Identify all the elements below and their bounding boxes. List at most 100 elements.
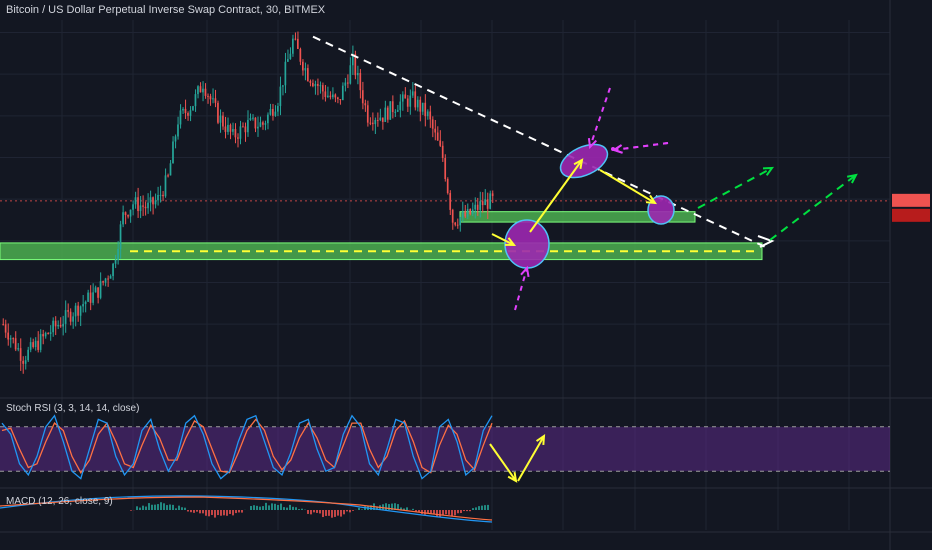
macd-bar bbox=[130, 510, 132, 511]
macd-bar bbox=[175, 508, 177, 510]
macd-bar bbox=[145, 506, 147, 510]
macd-bar bbox=[262, 506, 264, 510]
macd-bar bbox=[148, 503, 150, 510]
macd-bar bbox=[274, 503, 276, 510]
candle-body bbox=[67, 310, 69, 312]
candle-body bbox=[97, 287, 99, 298]
candle-body bbox=[434, 128, 437, 133]
candle-body bbox=[311, 82, 314, 87]
macd-bar bbox=[385, 503, 387, 510]
macd-bar bbox=[394, 503, 396, 510]
candle-body bbox=[464, 211, 467, 217]
macd-bar bbox=[421, 510, 423, 514]
macd-bar bbox=[163, 503, 165, 510]
candle-body bbox=[282, 85, 284, 87]
macd-bar bbox=[259, 506, 261, 510]
macd-bar bbox=[403, 508, 405, 510]
candle-body bbox=[152, 197, 154, 205]
candle-body bbox=[414, 91, 417, 108]
candle-body bbox=[354, 53, 357, 76]
macd-bar bbox=[220, 510, 222, 516]
macd-bar bbox=[424, 510, 426, 515]
candle-body bbox=[479, 201, 482, 210]
macd-bar bbox=[352, 510, 354, 511]
candle-body bbox=[127, 215, 129, 217]
rsi-projection-arrow-head bbox=[507, 471, 518, 483]
macd-bar bbox=[442, 510, 444, 515]
macd-bar bbox=[427, 510, 429, 513]
candle-body bbox=[264, 123, 267, 125]
macd-bar bbox=[322, 510, 324, 518]
macd-bar bbox=[337, 510, 339, 516]
candle-body bbox=[154, 200, 157, 205]
macd-bar bbox=[439, 510, 441, 517]
candle-body bbox=[29, 342, 32, 350]
candle-body bbox=[439, 140, 442, 146]
support-zone bbox=[0, 242, 763, 261]
macd-label: MACD (12, 26, close, 9) bbox=[6, 496, 113, 507]
candle-body bbox=[209, 96, 212, 100]
macd-bar bbox=[214, 510, 216, 518]
candle-body bbox=[426, 111, 429, 117]
candle-body bbox=[247, 119, 249, 133]
macd-bar bbox=[391, 503, 393, 510]
macd-bar bbox=[400, 507, 402, 510]
candle-body bbox=[207, 95, 209, 97]
macd-bar bbox=[463, 510, 465, 512]
candle-body bbox=[336, 97, 339, 100]
candle-body bbox=[189, 110, 192, 116]
macd-bar bbox=[349, 510, 351, 513]
candle-body bbox=[399, 101, 402, 111]
candle-body bbox=[421, 102, 424, 112]
macd-bar bbox=[193, 510, 195, 513]
candle-body bbox=[157, 194, 159, 201]
candle-body bbox=[144, 206, 147, 209]
candle-body bbox=[406, 98, 409, 107]
candle-body bbox=[394, 111, 397, 113]
macd-line bbox=[0, 495, 493, 523]
candle-body bbox=[381, 117, 384, 122]
candle-body bbox=[94, 287, 97, 293]
candle-body bbox=[364, 103, 367, 106]
candle-body bbox=[361, 90, 364, 104]
candle-body bbox=[69, 311, 72, 322]
macd-bar bbox=[451, 510, 453, 517]
macd-bar bbox=[397, 504, 399, 510]
candle-body bbox=[349, 65, 352, 84]
candle-body bbox=[469, 209, 472, 215]
macd-bar bbox=[160, 502, 162, 510]
stoch-rsi-label: Stoch RSI (3, 3, 14, 14, close) bbox=[6, 403, 140, 414]
candle-body bbox=[34, 340, 37, 347]
candle-body bbox=[139, 205, 142, 212]
candle-body bbox=[62, 323, 64, 327]
candle-body bbox=[14, 338, 17, 350]
candle-body bbox=[279, 86, 282, 107]
candle-body bbox=[32, 342, 34, 347]
rsi-k-line bbox=[1, 414, 493, 480]
candle-body bbox=[79, 306, 82, 316]
macd-bar bbox=[316, 510, 318, 513]
candle-body bbox=[227, 124, 229, 132]
candle-body bbox=[486, 199, 489, 209]
candle-body bbox=[119, 224, 122, 250]
candle-body bbox=[19, 348, 22, 361]
magenta-arrow-head bbox=[587, 137, 598, 150]
candle-body bbox=[192, 106, 194, 111]
macd-bar bbox=[283, 507, 285, 510]
candle-body bbox=[2, 324, 4, 326]
macd-bar bbox=[229, 510, 231, 514]
macd-bar bbox=[196, 510, 198, 512]
macd-bar bbox=[256, 505, 258, 510]
candle-body bbox=[197, 86, 199, 95]
macd-bar bbox=[289, 504, 291, 510]
candle-body bbox=[179, 110, 182, 125]
macd-bar bbox=[415, 510, 417, 512]
macd-bar bbox=[310, 510, 312, 515]
rsi-projection-arrow bbox=[489, 443, 517, 482]
macd-bar bbox=[265, 502, 267, 510]
candle-body bbox=[224, 126, 227, 132]
macd-bar bbox=[487, 504, 489, 510]
candle-body bbox=[319, 85, 322, 87]
macd-bar bbox=[466, 510, 468, 512]
